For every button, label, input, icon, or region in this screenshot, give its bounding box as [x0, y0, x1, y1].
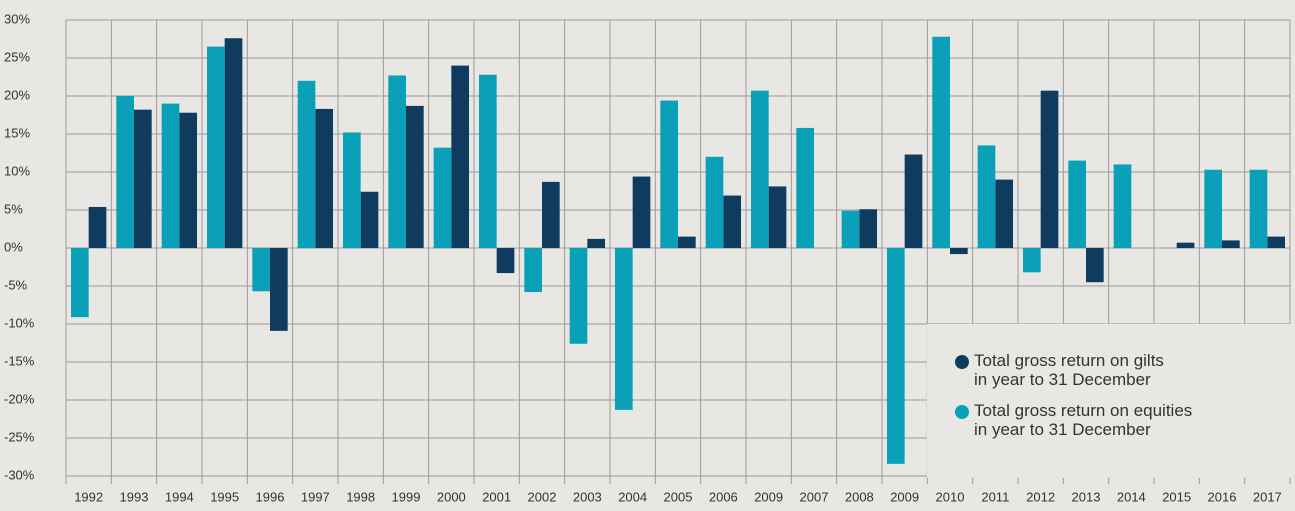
- x-tick-label: 1993: [120, 489, 149, 504]
- bar: [478, 74, 497, 248]
- bar: [524, 248, 542, 293]
- x-tick-label: 2004: [618, 489, 647, 504]
- x-tick-label: 2000: [437, 489, 466, 504]
- bar: [1022, 248, 1041, 273]
- bar: [1040, 90, 1059, 249]
- legend-swatch: [955, 405, 969, 419]
- y-tick-label: -15%: [4, 353, 35, 368]
- bar: [569, 248, 588, 344]
- x-tick-label: 2016: [1208, 489, 1237, 504]
- bar: [297, 80, 316, 248]
- bar: [723, 195, 742, 248]
- x-tick-label: 2013: [1072, 489, 1101, 504]
- bar: [88, 206, 107, 248]
- legend-swatch: [955, 355, 969, 369]
- y-tick-label: -30%: [4, 467, 35, 482]
- x-tick-label: 2010: [936, 489, 965, 504]
- bar: [587, 238, 606, 248]
- bar: [270, 248, 288, 331]
- bar: [342, 132, 361, 248]
- bar: [360, 191, 379, 248]
- bar: [161, 103, 180, 248]
- bar: [496, 248, 515, 274]
- bar: [841, 210, 860, 248]
- y-tick-label: 25%: [4, 49, 30, 64]
- x-tick-label: 1999: [392, 489, 421, 504]
- x-tick-label: 2008: [845, 489, 874, 504]
- bar: [388, 75, 406, 248]
- x-tick-label: 2001: [482, 489, 511, 504]
- y-tick-label: -25%: [4, 429, 35, 444]
- bar: [116, 96, 134, 248]
- bar: [1068, 160, 1086, 248]
- legend-box: [927, 324, 1295, 478]
- bar: [1086, 248, 1104, 283]
- bar: [70, 248, 89, 318]
- bar: [179, 112, 198, 248]
- x-tick-label: 2015: [1162, 489, 1191, 504]
- bar: [1204, 169, 1222, 248]
- x-tick-label: 1998: [346, 489, 375, 504]
- bar: [406, 105, 424, 248]
- bar: [678, 236, 696, 248]
- x-tick-label: 1995: [210, 489, 239, 504]
- x-tick-label: 2009: [754, 489, 783, 504]
- y-tick-label: -10%: [4, 315, 35, 330]
- y-tick-label: 5%: [4, 201, 23, 216]
- bar: [932, 36, 950, 248]
- bar: [1113, 164, 1132, 248]
- y-tick-label: 30%: [4, 11, 30, 26]
- bar: [451, 65, 470, 248]
- bar: [859, 209, 878, 248]
- bar: [995, 179, 1014, 248]
- bar: [796, 127, 814, 248]
- bar: [632, 176, 651, 248]
- bar: [542, 181, 560, 248]
- y-tick-label: 20%: [4, 87, 30, 102]
- bar: [1176, 242, 1195, 248]
- bar: [315, 108, 334, 248]
- legend: Total gross return on gilts in year to 31…: [927, 324, 1295, 478]
- bar: [768, 186, 787, 248]
- legend-label: Total gross return on equities in year to…: [974, 401, 1192, 439]
- bar: [705, 156, 724, 248]
- x-tick-label: 2006: [709, 489, 738, 504]
- bar: [134, 109, 152, 249]
- x-tick-label: 2005: [664, 489, 693, 504]
- x-tick-label: 2009: [890, 489, 919, 504]
- y-tick-label: 10%: [4, 163, 30, 178]
- bar: [1267, 236, 1286, 248]
- legend-label: Total gross return on gilts in year to 31…: [974, 351, 1164, 389]
- x-tick-label: 1992: [74, 489, 103, 504]
- x-tick-label: 1996: [256, 489, 285, 504]
- bar: [904, 154, 923, 248]
- bar: [206, 46, 225, 248]
- bar: [660, 100, 678, 248]
- y-tick-label: -20%: [4, 391, 35, 406]
- y-tick-label: -5%: [4, 277, 28, 292]
- x-tick-label: 1997: [301, 489, 330, 504]
- bar: [950, 248, 968, 255]
- x-tick-label: 2011: [981, 489, 1009, 504]
- x-tick-label: 2003: [573, 489, 602, 504]
- x-tick-label: 2017: [1253, 489, 1282, 504]
- bar: [1222, 240, 1240, 248]
- bar: [252, 248, 270, 292]
- x-tick-label: 2012: [1026, 489, 1055, 504]
- bar: [886, 248, 905, 464]
- bar: [433, 147, 452, 248]
- x-tick-label: 2002: [528, 489, 557, 504]
- bar: [977, 145, 996, 248]
- bar: [614, 248, 633, 410]
- x-tick-label: 2007: [800, 489, 829, 504]
- y-tick-label: 15%: [4, 125, 30, 140]
- y-tick-label: 0%: [4, 239, 23, 254]
- bar: [224, 38, 243, 248]
- x-tick-label: 1994: [165, 489, 194, 504]
- bar: [750, 90, 769, 249]
- bar: [1249, 169, 1268, 248]
- x-tick-label: 2014: [1117, 489, 1146, 504]
